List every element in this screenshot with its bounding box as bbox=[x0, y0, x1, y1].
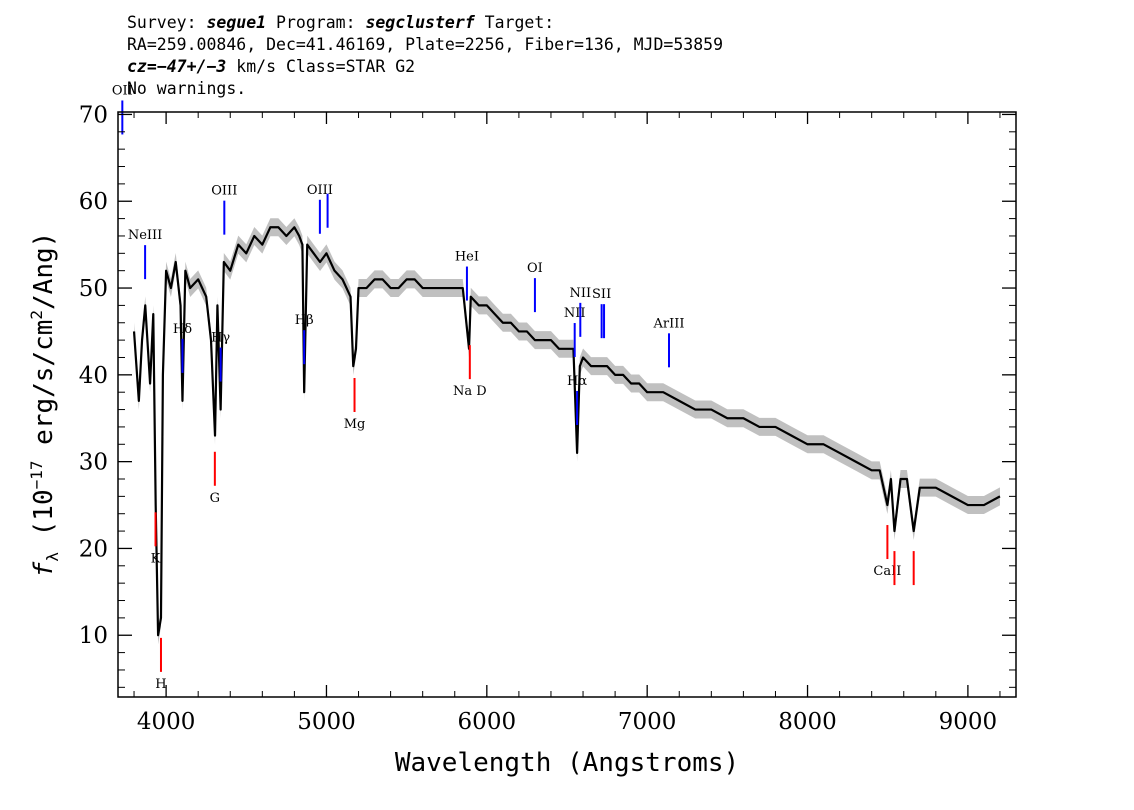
series-layer bbox=[132, 226, 1001, 637]
line-marker-label: H bbox=[155, 677, 166, 692]
line-marker-label: Hα bbox=[567, 374, 587, 389]
line-marker-label: NeIII bbox=[128, 228, 162, 243]
cz-class: km/s Class=STAR G2 bbox=[226, 57, 416, 76]
x-tick-label: 8000 bbox=[778, 709, 837, 735]
axis-ticks: 4000 5000 6000 7000 8000 9000 10 20 30 40 50 60 70 bbox=[79, 102, 1016, 735]
line-marker-label: Na D bbox=[453, 384, 487, 399]
survey-label: Survey: bbox=[127, 13, 207, 32]
cz-value: −47+/−3 bbox=[156, 57, 227, 76]
survey-value: segue1 bbox=[206, 13, 267, 32]
y-tick-label: 30 bbox=[79, 450, 108, 476]
program-label: Program: bbox=[266, 13, 366, 32]
x-tick-label: 6000 bbox=[458, 709, 517, 735]
target-label: Target: bbox=[474, 13, 555, 32]
cz-label: cz= bbox=[127, 57, 157, 76]
x-tick-label: 4000 bbox=[137, 709, 196, 735]
y-tick-label: 60 bbox=[79, 189, 108, 215]
line-marker-label: ArIII bbox=[652, 316, 684, 331]
line-marker-label: CaII bbox=[873, 564, 901, 579]
error-band bbox=[134, 218, 1000, 645]
y-tick-label: 40 bbox=[79, 363, 108, 389]
x-axis-title: Wavelength (Angstroms) bbox=[395, 748, 739, 778]
line-marker-label: G bbox=[210, 491, 220, 506]
x-tick-label: 5000 bbox=[297, 709, 356, 735]
program-value: segclusterf bbox=[365, 13, 475, 32]
line-marker-label: Hγ bbox=[211, 331, 230, 346]
line-marker-label: OIII bbox=[307, 183, 333, 198]
header-line-coordinates: RA=259.00846, Dec=41.46169, Plate=2256, … bbox=[127, 35, 724, 54]
header-line-redshift: cz=−47+/−3 km/s Class=STAR G2 bbox=[127, 56, 723, 78]
y-axis-title: fλ (10−17 erg/s/cm2/Ang) bbox=[27, 232, 62, 578]
line-marker-label: Mg bbox=[344, 417, 366, 432]
y-tick-label: 10 bbox=[79, 623, 108, 649]
error-band-layer bbox=[134, 218, 1000, 645]
y-tick-label: 70 bbox=[79, 102, 108, 128]
y-tick-label: 50 bbox=[79, 276, 108, 302]
header-line-warnings: No warnings. bbox=[127, 79, 247, 98]
line-marker-label: OIII bbox=[211, 184, 237, 199]
x-tick-label: 7000 bbox=[618, 709, 677, 735]
line-marker-label: SII bbox=[592, 287, 611, 302]
line-marker-label: HeI bbox=[455, 250, 479, 265]
x-tick-label: 9000 bbox=[939, 709, 998, 735]
line-marker-label: Hβ bbox=[295, 313, 314, 328]
line-marker-label: NII bbox=[564, 306, 586, 321]
header-line-survey: Survey: segue1 Program: segclusterf Targ… bbox=[127, 12, 723, 34]
plot-frame bbox=[117, 111, 1017, 698]
y-tick-label: 20 bbox=[79, 536, 108, 562]
line-marker-label: K bbox=[151, 551, 161, 566]
spectrum-header: Survey: segue1 Program: segclusterf Targ… bbox=[127, 12, 723, 100]
line-marker-label: OI bbox=[527, 261, 543, 276]
line-marker-label: NII bbox=[569, 286, 591, 301]
line-marker-label: OII bbox=[112, 83, 133, 98]
line-marker-label: Hδ bbox=[173, 322, 192, 337]
spectrum-line bbox=[132, 226, 1001, 637]
